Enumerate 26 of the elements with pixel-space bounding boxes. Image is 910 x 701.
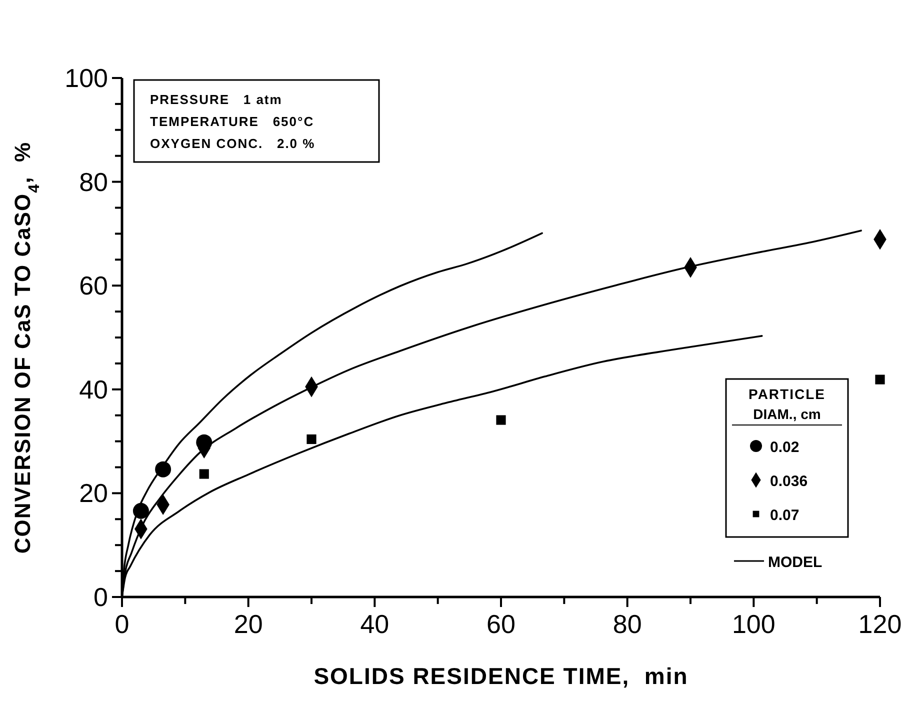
x-tick-label: 40 [360,609,390,639]
point [199,469,209,479]
legend-label: MODEL [768,554,822,571]
x-axis-title: SOLIDS RESIDENCE TIME, min [314,663,688,689]
y-tick-label: 20 [79,478,108,508]
x-tick-label: 60 [486,609,516,639]
x-tick-label: 0 [114,609,130,639]
x-tick-label: 100 [732,609,776,639]
legend-label: 0.02 [770,439,800,456]
annotation: TEMPERATURE 650°C [150,114,314,129]
x-tick-label: 20 [234,609,263,639]
y-tick-label: 40 [79,374,108,404]
point [306,434,316,444]
point [496,415,506,425]
x-tick-label: 80 [612,609,642,639]
y-tick-label: 80 [79,166,108,197]
y-tick-label: 0 [94,582,108,612]
annotation: PRESSURE 1 atm [150,92,282,107]
x-tick-label: 120 [858,609,902,639]
legend-label: 0.07 [770,507,800,524]
y-tick-label: 60 [79,270,108,301]
legend-title: PARTICLE DIAM., cm [748,386,826,422]
legend-label: 0.036 [770,473,808,490]
y-tick-label: 100 [64,63,108,93]
point [875,374,885,384]
annotation: OXYGEN CONC. 2.0 % [150,136,316,151]
